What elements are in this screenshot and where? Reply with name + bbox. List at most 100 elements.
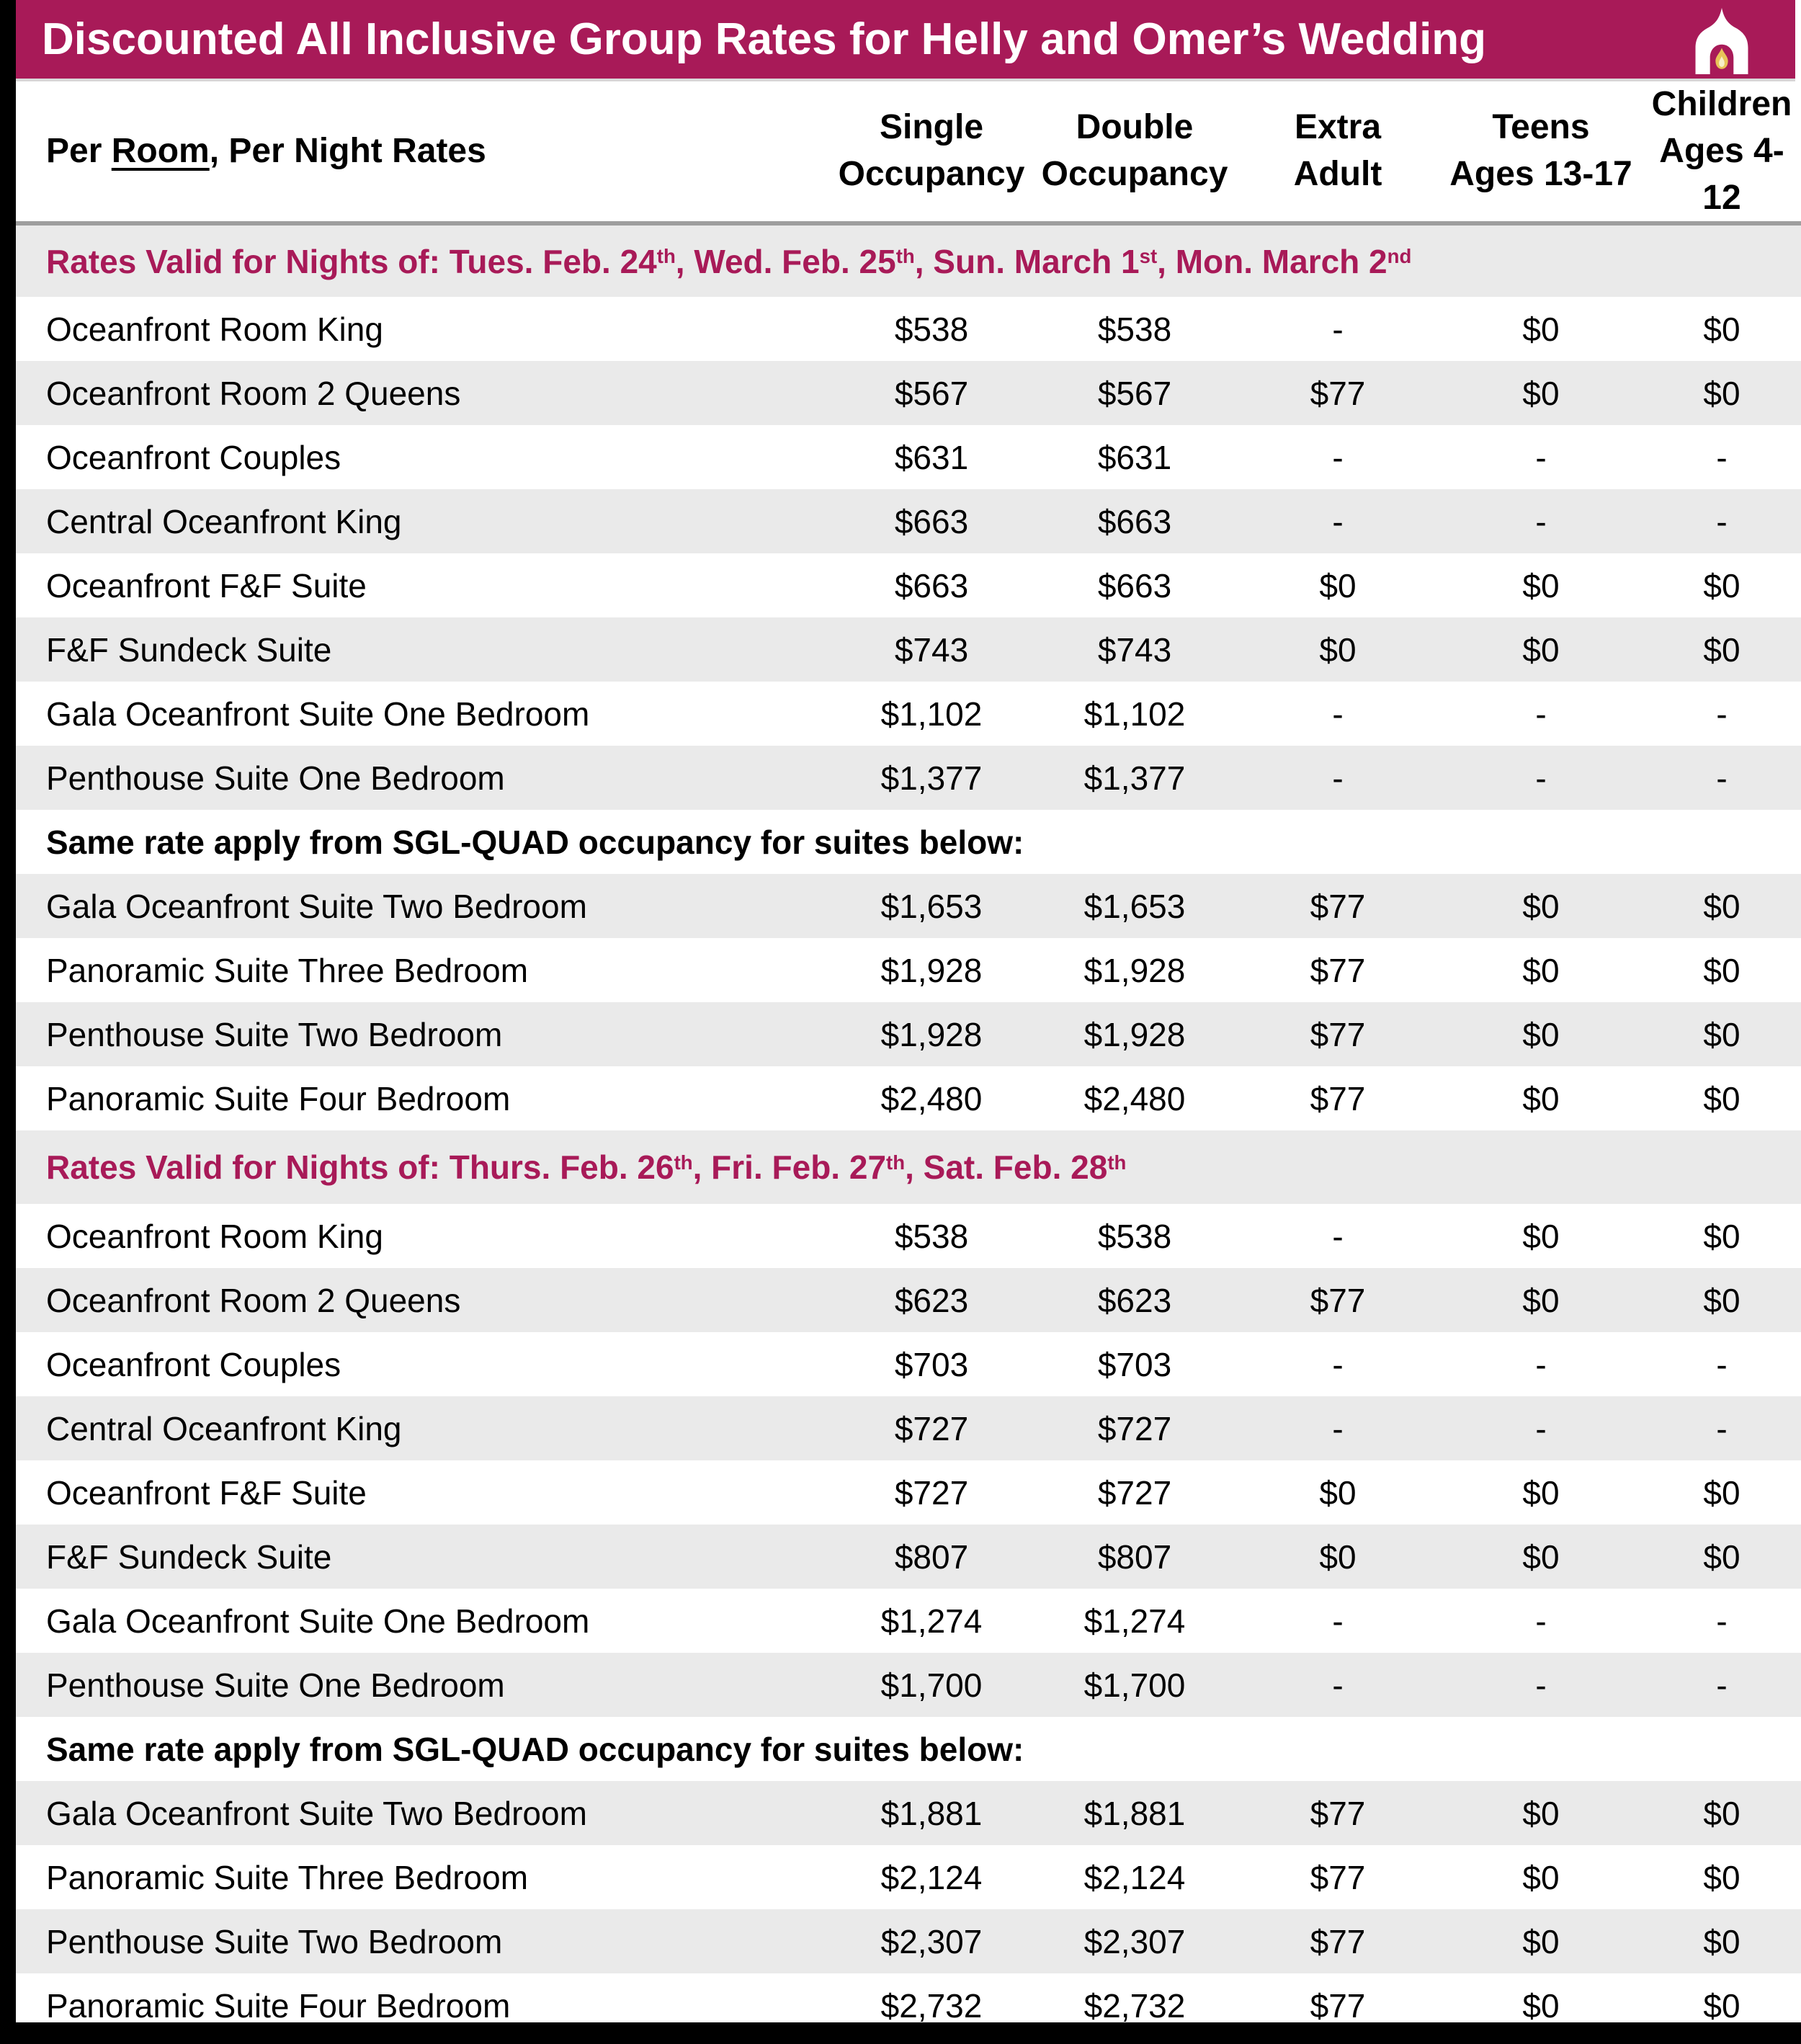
rate-row: Gala Oceanfront Suite One Bedroom $1,274 $… [16, 1589, 1801, 1653]
section-header-row: Rates Valid for Nights of: Thurs. Feb. 2… [16, 1130, 1801, 1205]
column-header-line: Children [1651, 85, 1792, 123]
column-header-line: Single [879, 108, 984, 147]
rate-row: Penthouse Suite Two Bedroom $2,307 $2,307 $… [16, 1909, 1801, 1974]
rate-value-cell: - [1332, 1666, 1344, 1704]
rate-value-cell: - [1535, 1602, 1547, 1640]
column-header-line: Teens [1492, 108, 1590, 147]
rate-value-cell: $0 [1522, 374, 1560, 412]
room-name-cell: Gala Oceanfront Suite Two Bedroom [46, 887, 587, 925]
rate-value-cell: $2,732 [1083, 1986, 1186, 2022]
rate-value-cell: - [1716, 438, 1728, 476]
room-name-cell: Panoramic Suite Four Bedroom [46, 1079, 511, 1117]
room-name-cell: Oceanfront F&F Suite [46, 1473, 367, 1512]
rate-value-cell: - [1332, 502, 1344, 540]
rate-value-cell: $1,928 [1083, 951, 1186, 989]
room-name-cell: Penthouse Suite Two Bedroom [46, 1015, 503, 1053]
rate-value-cell: $77 [1310, 1079, 1366, 1117]
rate-value-cell: $538 [1097, 1217, 1172, 1255]
rate-value-cell: - [1332, 695, 1344, 733]
rate-row: Oceanfront Room King $538 $538 - $0 $0 [16, 1204, 1801, 1268]
rate-row: Penthouse Suite Two Bedroom $1,928 $1,928 $… [16, 1002, 1801, 1067]
rate-value-cell: $0 [1522, 1986, 1560, 2022]
room-name-cell: Penthouse Suite One Bedroom [46, 1666, 505, 1704]
rate-value-cell: $0 [1703, 1281, 1740, 1319]
rate-value-cell: - [1716, 695, 1728, 733]
rate-value-cell: $77 [1310, 1281, 1366, 1319]
table-header: Per Room, Per Night Rates Single Occupan… [16, 81, 1801, 226]
rate-value-cell: $1,653 [1083, 887, 1186, 925]
rate-value-cell: $0 [1319, 1538, 1357, 1576]
room-name-cell: F&F Sundeck Suite [46, 1538, 332, 1576]
rate-value-cell: $0 [1703, 951, 1740, 989]
rate-value-cell: $567 [894, 374, 969, 412]
rate-row: Oceanfront Couples $703 $703 - - - [16, 1332, 1801, 1396]
room-name-cell: Oceanfront Room King [46, 1217, 383, 1255]
rate-value-cell: $538 [894, 310, 969, 348]
rate-row: Oceanfront Couples $631 $631 - - - [16, 425, 1801, 489]
column-header-single-occupancy: Single Occupancy [830, 81, 1033, 226]
rate-value-cell: - [1332, 438, 1344, 476]
ordinal-superscript: st [1139, 245, 1158, 268]
rate-row: Central Oceanfront King $663 $663 - - - [16, 489, 1801, 554]
rate-value-cell: $743 [1097, 630, 1172, 669]
rate-value-cell: $2,124 [1083, 1858, 1186, 1896]
rate-value-cell: $0 [1522, 1858, 1560, 1896]
rate-value-cell: $77 [1310, 1015, 1366, 1053]
rate-row: Oceanfront Room 2 Queens $567 $567 $77 $0 $0 [16, 361, 1801, 426]
ordinal-superscript: th [656, 245, 676, 268]
rate-value-cell: $1,377 [1083, 759, 1186, 797]
rate-value-cell: - [1535, 759, 1547, 797]
section-title-text: , Sun. March 1 [914, 242, 1140, 280]
rate-value-cell: $663 [1097, 502, 1172, 540]
section-title-text: , Wed. Feb. 25 [675, 242, 896, 280]
room-name-cell: Central Oceanfront King [46, 502, 402, 540]
rate-value-cell: $1,928 [1083, 1015, 1186, 1053]
rate-row: Panoramic Suite Three Bedroom $1,928 $1,92… [16, 938, 1801, 1002]
room-name-cell: Penthouse Suite One Bedroom [46, 759, 505, 797]
rate-value-cell: $0 [1319, 1473, 1357, 1512]
rate-value-cell: $1,102 [880, 695, 983, 733]
room-name-cell: Gala Oceanfront Suite One Bedroom [46, 1602, 590, 1640]
rate-value-cell: $727 [1097, 1409, 1172, 1447]
ordinal-superscript: nd [1387, 245, 1412, 268]
rate-value-cell: $0 [1522, 1015, 1560, 1053]
suite-occupancy-note-row: Same rate apply from SGL-QUAD occupancy … [16, 810, 1801, 874]
column-header-line: Occupancy [838, 155, 1025, 194]
rate-value-cell: - [1332, 1409, 1344, 1447]
column-header-line: Adult [1293, 155, 1382, 194]
column-header-row: Per Room, Per Night Rates Single Occupan… [16, 81, 1801, 226]
room-name-cell: Gala Oceanfront Suite Two Bedroom [46, 1794, 587, 1832]
rate-value-cell: $743 [894, 630, 969, 669]
section-title-text: Rates Valid for Nights of: Thurs. Feb. 2… [46, 1148, 674, 1187]
rate-value-cell: - [1332, 1602, 1344, 1640]
section-title-text: , Sat. Feb. 28 [905, 1148, 1108, 1187]
rate-row: Central Oceanfront King $727 $727 - - - [16, 1396, 1801, 1461]
column-header-extra-adult: Extra Adult [1236, 81, 1439, 226]
rate-value-cell: $0 [1522, 1473, 1560, 1512]
rate-value-cell: $0 [1522, 1922, 1560, 1960]
rate-value-cell: $727 [894, 1409, 969, 1447]
rate-row: Oceanfront F&F Suite $663 $663 $0 $0 $0 [16, 553, 1801, 617]
rate-value-cell: $0 [1522, 566, 1560, 604]
page-title: Discounted All Inclusive Group Rates for… [42, 14, 1487, 64]
column-header-line: Occupancy [1041, 155, 1228, 194]
room-name-cell: Oceanfront Room King [46, 310, 383, 348]
title-bar: Discounted All Inclusive Group Rates for… [16, 0, 1795, 81]
rate-value-cell: $1,928 [880, 951, 983, 989]
section-header-title: Rates Valid for Nights of: Thurs. Feb. 2… [16, 1130, 1801, 1204]
rate-value-cell: $663 [1097, 566, 1172, 604]
rate-value-cell: $631 [1097, 438, 1172, 476]
rate-value-cell: $77 [1310, 374, 1366, 412]
room-name-cell: Panoramic Suite Three Bedroom [46, 951, 529, 989]
rate-value-cell: - [1716, 759, 1728, 797]
room-label-underlined: Room [111, 131, 210, 170]
rate-value-cell: $0 [1703, 1015, 1740, 1053]
rate-value-cell: $727 [894, 1473, 969, 1512]
rate-row: Oceanfront Room King $538 $538 - $0 $0 [16, 297, 1801, 361]
rate-value-cell: $1,881 [880, 1794, 983, 1832]
rate-value-cell: $0 [1703, 1473, 1740, 1512]
rate-value-cell: - [1716, 1345, 1728, 1383]
rate-value-cell: $0 [1522, 1079, 1560, 1117]
rate-value-cell: $1,700 [880, 1666, 983, 1704]
column-header-line: Extra [1294, 108, 1382, 147]
